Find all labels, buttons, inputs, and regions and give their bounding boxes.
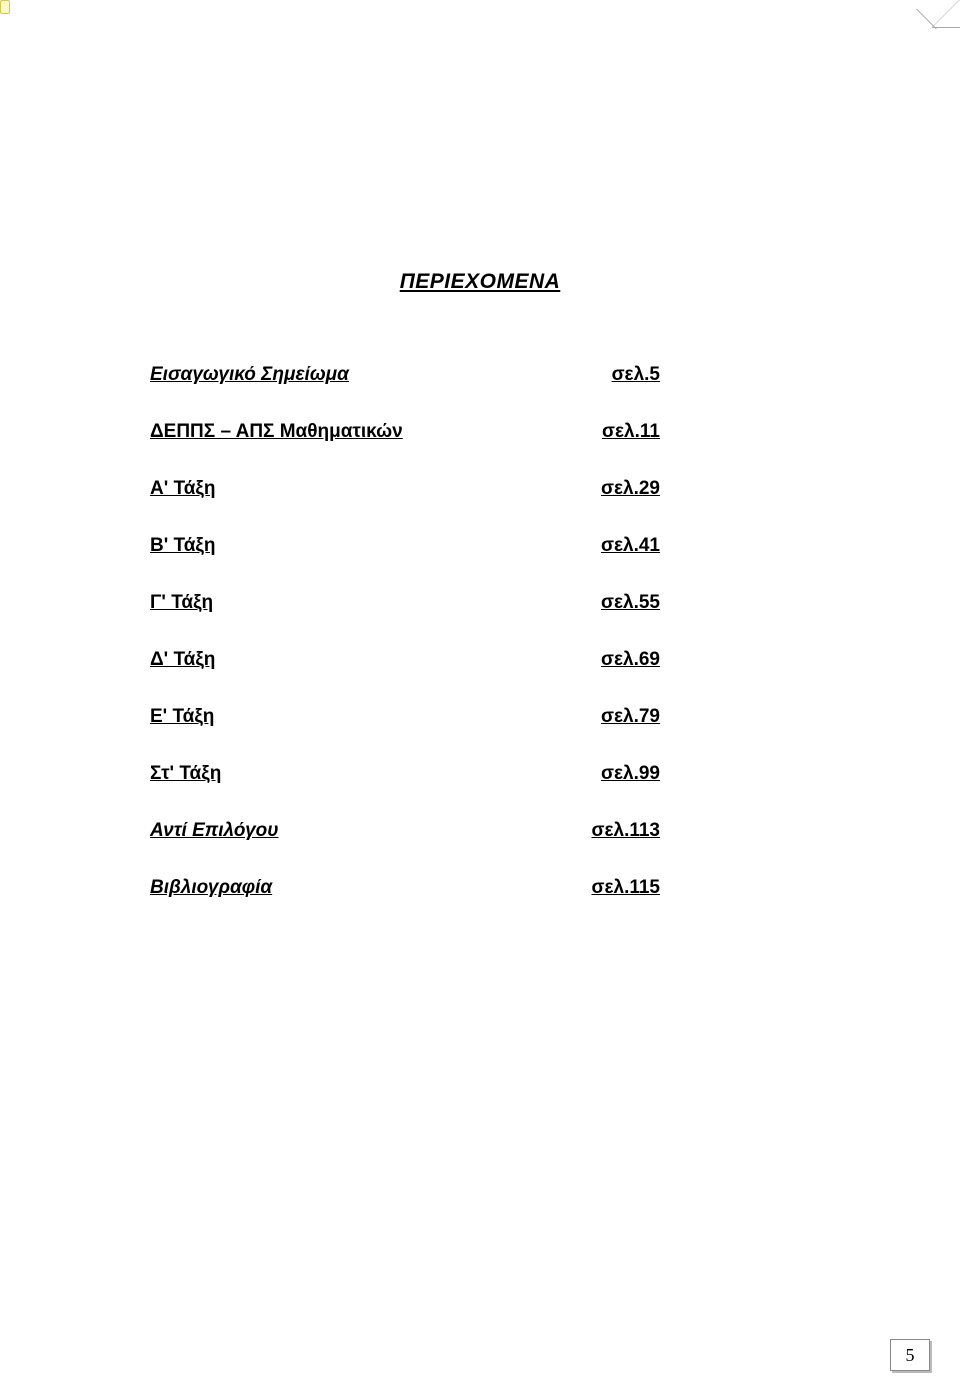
toc-row: Γ' Τάξη σελ.55 bbox=[150, 592, 820, 614]
toc-label: Βιβλιογραφία bbox=[150, 877, 272, 899]
toc-row: Δ' Τάξη σελ.69 bbox=[150, 649, 820, 671]
toc-label: Εισαγωγικό Σημείωμα bbox=[150, 364, 349, 386]
toc-page: σελ.99 bbox=[601, 763, 820, 785]
toc-page: σελ.29 bbox=[601, 478, 820, 500]
toc-row: Α' Τάξη σελ.29 bbox=[150, 478, 820, 500]
toc-page: σελ.55 bbox=[601, 592, 820, 614]
toc-page: σελ.69 bbox=[601, 649, 820, 671]
content-area: ΠΕΡΙΕΧΟΜΕΝΑ Εισαγωγικό Σημείωμα σελ.5 ΔΕ… bbox=[0, 0, 960, 899]
toc-page: σελ.113 bbox=[591, 820, 820, 842]
toc-row: Β' Τάξη σελ.41 bbox=[150, 535, 820, 557]
page-curl-icon bbox=[932, 0, 960, 28]
toc-label: Δ' Τάξη bbox=[150, 649, 215, 671]
page-number-badge: 5 bbox=[890, 1339, 930, 1371]
page-number: 5 bbox=[906, 1345, 915, 1366]
toc-label: Στ' Τάξη bbox=[150, 763, 221, 785]
toc-page: σελ.79 bbox=[601, 706, 820, 728]
toc-label: Β' Τάξη bbox=[150, 535, 215, 557]
toc-label: Ε' Τάξη bbox=[150, 706, 214, 728]
toc-label: Γ' Τάξη bbox=[150, 592, 213, 614]
toc-page: σελ.115 bbox=[591, 877, 820, 899]
toc-row: ΔΕΠΠΣ – ΑΠΣ Μαθηματικών σελ.11 bbox=[150, 421, 820, 443]
toc-row: Βιβλιογραφία σελ.115 bbox=[150, 877, 820, 899]
toc-row: Εισαγωγικό Σημείωμα σελ.5 bbox=[150, 364, 820, 386]
toc-row: Ε' Τάξη σελ.79 bbox=[150, 706, 820, 728]
page-marker-icon bbox=[0, 0, 10, 14]
toc-label: ΔΕΠΠΣ – ΑΠΣ Μαθηματικών bbox=[150, 421, 403, 443]
toc-page: σελ.11 bbox=[602, 421, 820, 443]
toc-page: σελ.5 bbox=[612, 364, 820, 386]
toc-label: Αντί Επιλόγου bbox=[150, 820, 279, 842]
page-title: ΠΕΡΙΕΧΟΜΕΝΑ bbox=[140, 270, 820, 294]
toc-label: Α' Τάξη bbox=[150, 478, 215, 500]
table-of-contents: Εισαγωγικό Σημείωμα σελ.5 ΔΕΠΠΣ – ΑΠΣ Μα… bbox=[150, 364, 820, 899]
toc-page: σελ.41 bbox=[601, 535, 820, 557]
toc-row: Στ' Τάξη σελ.99 bbox=[150, 763, 820, 785]
toc-row: Αντί Επιλόγου σελ.113 bbox=[150, 820, 820, 842]
